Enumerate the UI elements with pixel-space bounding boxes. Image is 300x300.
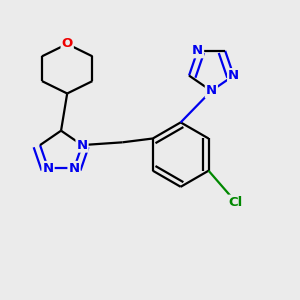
Text: N: N bbox=[206, 84, 217, 98]
Text: Cl: Cl bbox=[229, 196, 243, 208]
Text: N: N bbox=[68, 162, 80, 175]
Text: N: N bbox=[76, 139, 88, 152]
Text: O: O bbox=[61, 38, 73, 50]
Text: N: N bbox=[192, 44, 203, 57]
Text: N: N bbox=[43, 162, 54, 175]
Text: N: N bbox=[228, 69, 239, 82]
